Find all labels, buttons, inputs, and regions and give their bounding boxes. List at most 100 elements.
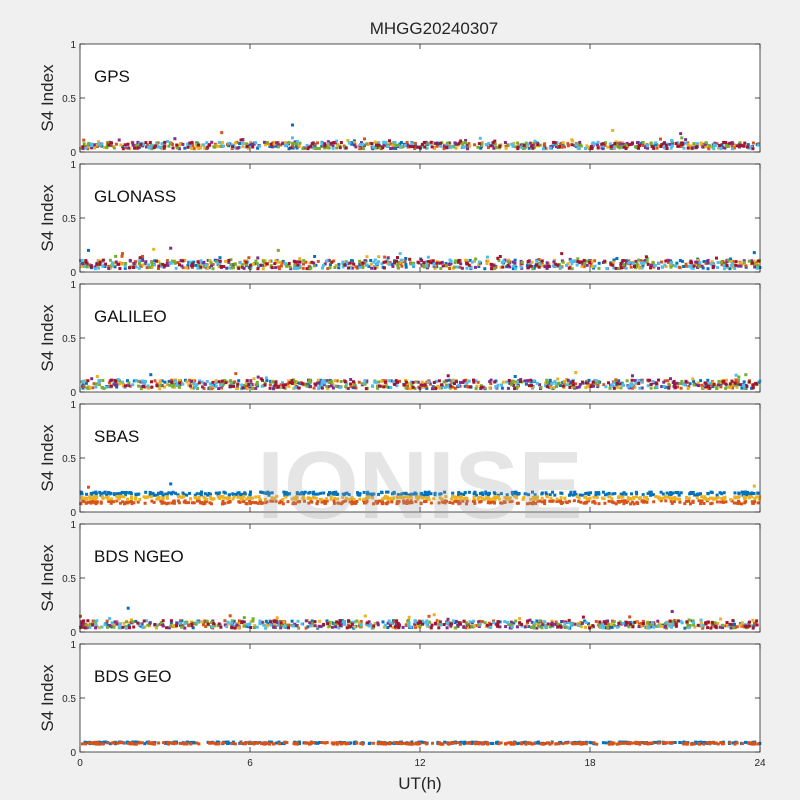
data-point [677, 265, 681, 269]
data-point [128, 491, 132, 495]
data-point [144, 490, 148, 494]
data-point [461, 142, 465, 146]
data-point [336, 501, 340, 505]
data-point [491, 742, 495, 745]
data-point [638, 496, 642, 500]
data-point [372, 502, 375, 506]
data-point [330, 260, 334, 264]
data-point [580, 260, 584, 264]
data-point [591, 624, 595, 628]
data-point [280, 623, 284, 627]
data-point [304, 619, 308, 623]
data-point [300, 490, 304, 494]
data-point [171, 385, 175, 389]
data-point [541, 623, 545, 627]
data-point [326, 146, 330, 150]
data-point [185, 380, 189, 384]
data-point [159, 262, 163, 266]
data-point [533, 493, 537, 497]
data-point [640, 386, 644, 390]
data-point [460, 141, 464, 145]
data-point [635, 262, 639, 266]
data-point [443, 501, 447, 505]
data-point [80, 623, 84, 627]
data-point [731, 386, 735, 390]
data-point [516, 147, 520, 151]
data-point [503, 620, 507, 624]
data-point [304, 626, 308, 630]
data-point [363, 379, 367, 383]
data-point [461, 492, 465, 496]
data-point [452, 619, 455, 623]
data-point [686, 146, 690, 150]
data-point [268, 259, 272, 263]
data-point [197, 263, 201, 267]
data-point [391, 144, 395, 147]
data-point [161, 496, 165, 500]
data-point [648, 621, 652, 625]
y-tick-label: 1 [70, 520, 76, 531]
data-point [724, 141, 728, 144]
data-point [132, 501, 136, 505]
data-point [629, 622, 632, 626]
data-point [82, 619, 86, 623]
data-point [161, 623, 165, 627]
data-point [344, 385, 348, 389]
data-point [701, 266, 705, 270]
data-point [650, 145, 654, 149]
data-point [634, 259, 638, 263]
data-point [95, 501, 99, 505]
data-point [364, 501, 367, 505]
data-point [150, 147, 154, 151]
data-point [646, 144, 649, 148]
data-point [655, 385, 659, 389]
data-point [212, 145, 216, 149]
data-point [435, 144, 439, 148]
data-point [210, 383, 214, 387]
data-point [427, 614, 431, 618]
data-point [351, 501, 355, 505]
data-point [165, 495, 169, 499]
data-point [508, 500, 512, 504]
data-point [283, 144, 287, 148]
data-point [396, 493, 400, 497]
data-point [491, 144, 494, 148]
data-point [103, 145, 106, 149]
data-point [167, 491, 171, 495]
data-point [224, 496, 227, 500]
data-point [200, 143, 204, 147]
data-point [536, 499, 540, 503]
data-point [505, 380, 509, 384]
data-point [241, 386, 245, 390]
data-point [292, 378, 296, 382]
data-point [739, 264, 743, 268]
data-point [553, 623, 557, 626]
data-point [559, 491, 563, 495]
data-point [114, 742, 118, 746]
data-point [206, 622, 210, 626]
data-point [104, 495, 108, 499]
data-point [589, 741, 593, 745]
data-point [579, 144, 583, 148]
data-point [624, 147, 628, 150]
data-point [540, 264, 544, 268]
data-point [143, 262, 147, 266]
data-point [624, 492, 628, 496]
data-point [531, 496, 535, 499]
data-point [705, 497, 709, 501]
data-point [310, 500, 314, 504]
data-point [287, 262, 291, 265]
data-point [263, 143, 267, 147]
data-point [155, 259, 158, 263]
data-point [467, 623, 471, 626]
data-point [596, 492, 600, 496]
data-point [526, 264, 529, 268]
data-point [573, 490, 577, 494]
data-point [586, 384, 590, 387]
data-point [570, 267, 574, 271]
data-point [268, 386, 272, 390]
data-point [84, 259, 88, 263]
data-point [642, 495, 646, 499]
data-point [561, 501, 564, 504]
data-point [395, 619, 399, 623]
